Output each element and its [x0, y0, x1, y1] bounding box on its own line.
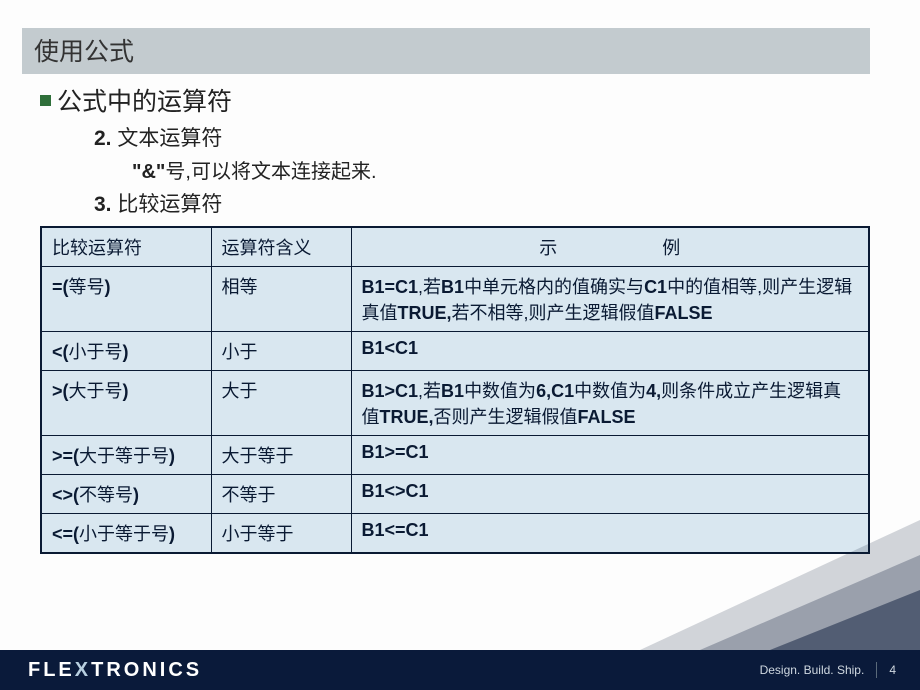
- bullet-level3-item: "&"号,可以将文本连接起来.: [132, 155, 870, 184]
- cell-operator: >=(大于等于号): [41, 436, 211, 475]
- table-row: <=(小于等于号)小于等于B1<=C1: [41, 514, 869, 554]
- footer-right: Design. Build. Ship. 4: [760, 662, 896, 678]
- item2-number: 2.: [94, 127, 112, 150]
- cell-operator: <>(不等号): [41, 475, 211, 514]
- cell-operator: >(大于号): [41, 371, 211, 436]
- cell-meaning: 大于等于: [211, 436, 351, 475]
- comparison-table-wrap: 比较运算符 运算符含义 示 例 =(等号)相等B1=C1,若B1中单元格内的值确…: [40, 226, 870, 554]
- cell-operator: <=(小于等于号): [41, 514, 211, 554]
- cell-operator: =(等号): [41, 267, 211, 332]
- item4-number: 3.: [94, 193, 112, 216]
- item2-text: 文本运算符: [112, 127, 223, 150]
- square-bullet-icon: [40, 95, 51, 106]
- cell-meaning: 小于: [211, 332, 351, 371]
- bullet1-text: 公式中的运算符: [57, 82, 232, 118]
- logo-pre: FLE: [28, 659, 75, 681]
- cell-meaning: 不等于: [211, 475, 351, 514]
- cell-example: B1=C1,若B1中单元格内的值确实与C1中的值相等,则产生逻辑真值TRUE,若…: [351, 267, 869, 332]
- bullet-level2-item2: 2. 文本运算符: [94, 122, 870, 152]
- cell-example: B1>C1,若B1中数值为6,C1中数值为4,则条件成立产生逻辑真值TRUE,否…: [351, 371, 869, 436]
- flextronics-logo: FLEXTRONICS: [28, 659, 202, 682]
- cell-meaning: 小于等于: [211, 514, 351, 554]
- cell-example: B1<=C1: [351, 514, 869, 554]
- item4-text: 比较运算符: [112, 193, 223, 216]
- cell-operator: <(小于号): [41, 332, 211, 371]
- bullet-level2-item3: 3. 比较运算符: [94, 188, 870, 218]
- table-header-row: 比较运算符 运算符含义 示 例: [41, 227, 869, 267]
- content-area: 公式中的运算符 2. 文本运算符 "&"号,可以将文本连接起来. 3. 比较运算…: [40, 82, 870, 554]
- logo-x: X: [75, 659, 91, 681]
- footer-bar: FLEXTRONICS Design. Build. Ship. 4: [0, 650, 920, 690]
- bullet-level1: 公式中的运算符: [40, 82, 870, 118]
- table-row: <>(不等号)不等于B1<>C1: [41, 475, 869, 514]
- page-number: 4: [889, 663, 896, 677]
- cell-example: B1<C1: [351, 332, 869, 371]
- table-row: <(小于号)小于B1<C1: [41, 332, 869, 371]
- table-row: >=(大于等于号)大于等于B1>=C1: [41, 436, 869, 475]
- logo-post: TRONICS: [91, 659, 202, 681]
- table-body: =(等号)相等B1=C1,若B1中单元格内的值确实与C1中的值相等,则产生逻辑真…: [41, 267, 869, 554]
- item3-rest: 号,可以将文本连接起来.: [165, 161, 376, 183]
- section-title: 使用公式: [34, 38, 134, 66]
- th-operator: 比较运算符: [41, 227, 211, 267]
- item3-bold: "&": [132, 161, 165, 183]
- footer-tagline: Design. Build. Ship.: [760, 663, 865, 677]
- section-title-bar: 使用公式: [22, 28, 870, 74]
- footer-separator: [876, 662, 877, 678]
- cell-example: B1<>C1: [351, 475, 869, 514]
- cell-meaning: 相等: [211, 267, 351, 332]
- comparison-table: 比较运算符 运算符含义 示 例 =(等号)相等B1=C1,若B1中单元格内的值确…: [40, 226, 870, 554]
- cell-meaning: 大于: [211, 371, 351, 436]
- th-meaning: 运算符含义: [211, 227, 351, 267]
- th-example: 示 例: [351, 227, 869, 267]
- table-row: >(大于号)大于B1>C1,若B1中数值为6,C1中数值为4,则条件成立产生逻辑…: [41, 371, 869, 436]
- table-row: =(等号)相等B1=C1,若B1中单元格内的值确实与C1中的值相等,则产生逻辑真…: [41, 267, 869, 332]
- cell-example: B1>=C1: [351, 436, 869, 475]
